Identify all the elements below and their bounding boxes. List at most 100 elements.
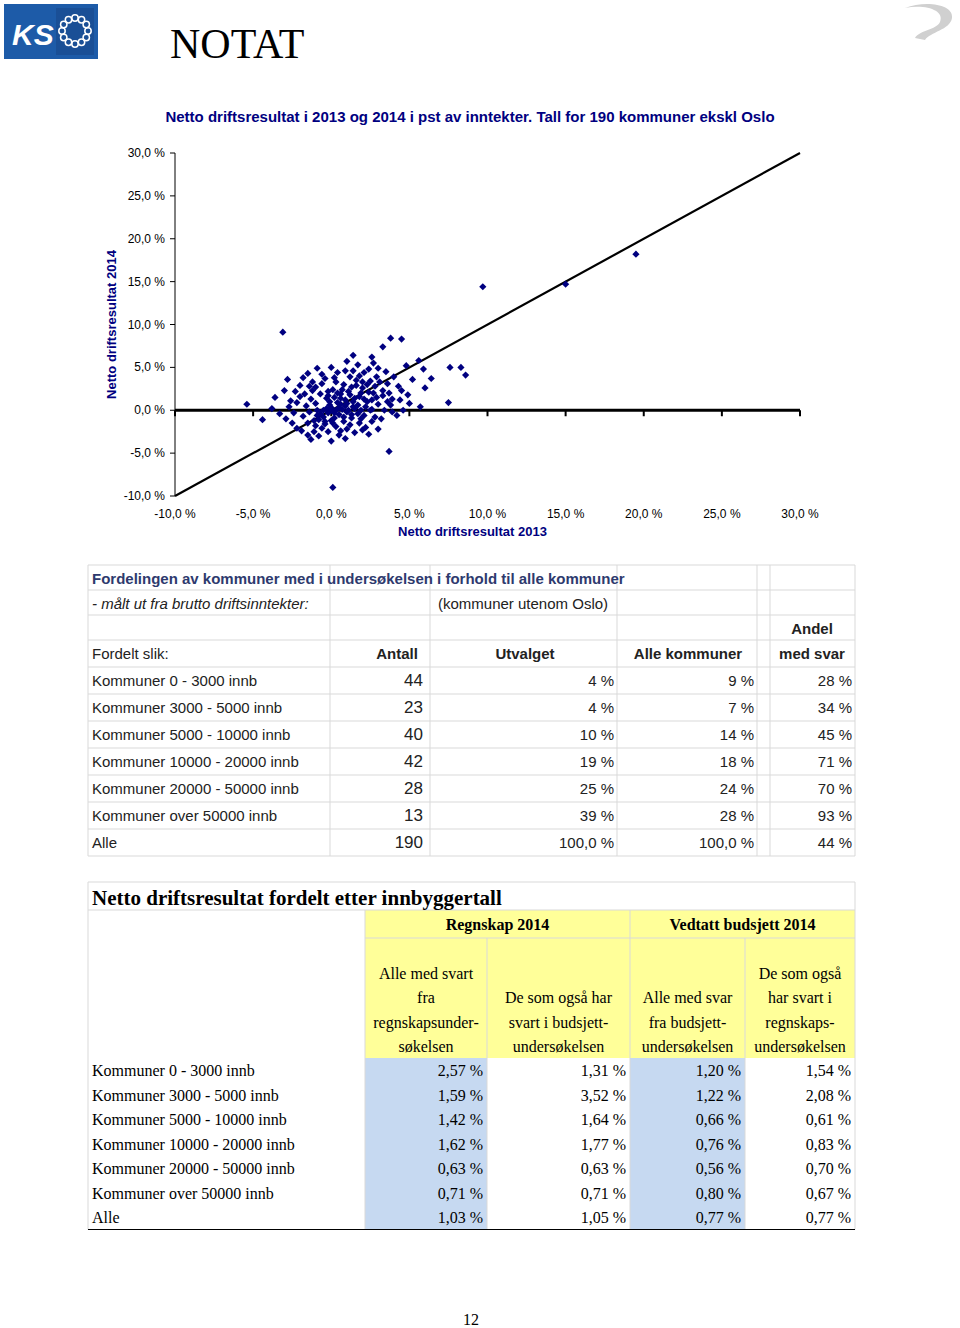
- scatter-point: [351, 395, 358, 402]
- table-rule: [88, 640, 855, 641]
- scatter-point: [370, 359, 377, 366]
- y-tick: [170, 496, 175, 497]
- column-header: fra budsjett-: [649, 1014, 727, 1032]
- scatter-point: [378, 415, 385, 422]
- y-tick: [170, 281, 175, 282]
- column-header: undersøkelsen: [754, 1038, 846, 1055]
- scatter-point: [385, 448, 392, 455]
- logo-chain-link: [78, 39, 84, 45]
- table-rule: [330, 565, 331, 856]
- table-cell: 24 %: [720, 780, 754, 797]
- scatter-point: [420, 365, 427, 372]
- scatter-point: [243, 401, 250, 408]
- scatter-point: [375, 426, 382, 433]
- column-header: Utvalget: [495, 645, 554, 662]
- table-rule: [88, 615, 855, 616]
- scatter-point: [300, 374, 307, 381]
- scatter-point: [314, 365, 321, 372]
- x-tick: [487, 410, 489, 416]
- table-cell: Kommuner 3000 - 5000 innb: [92, 1087, 279, 1104]
- scatter-point: [332, 378, 339, 385]
- table-cell: 70 %: [818, 780, 852, 797]
- scatter-point: [384, 398, 391, 405]
- scatter-point: [350, 367, 357, 374]
- scatter-point: [284, 376, 291, 383]
- scatter-point: [300, 413, 307, 420]
- scatter-point: [310, 428, 317, 435]
- table-cell: Kommuner over 50000 innb: [92, 807, 277, 824]
- scatter-point: [328, 364, 335, 371]
- scatter-point: [343, 358, 350, 365]
- scatter-point: [428, 375, 435, 382]
- scatter-point: [304, 370, 311, 377]
- scatter-point: [292, 388, 299, 395]
- y-tick-label: 25,0 %: [128, 189, 166, 203]
- table-cell: Kommuner 3000 - 5000 innb: [92, 699, 282, 716]
- table-cell: Kommuner 5000 - 10000 innb: [92, 1111, 287, 1128]
- table-cell: 34 %: [818, 699, 852, 716]
- x-tick-label: -5,0 %: [236, 507, 271, 521]
- x-tick-label: 30,0 %: [781, 507, 819, 521]
- x-tick: [643, 410, 645, 416]
- scatter-point: [384, 380, 391, 387]
- scatter-point: [375, 401, 382, 408]
- table-cell: 1,64 %: [581, 1111, 626, 1128]
- scatter-point: [376, 378, 383, 385]
- scatter-point: [318, 425, 325, 432]
- logo-chain-link: [85, 28, 91, 34]
- table-cell: Kommuner 10000 - 20000 innb: [92, 753, 299, 770]
- table-cell: 0,77 %: [806, 1209, 851, 1226]
- table-cell: 45 %: [818, 726, 852, 743]
- scatter-point: [268, 405, 275, 412]
- scatter-point: [325, 392, 332, 399]
- group-header: Vedtatt budsjett 2014: [669, 916, 815, 934]
- column-header: regnskapsunder-: [373, 1014, 478, 1032]
- logo-chain-link: [59, 28, 65, 34]
- table-cell: 0,67 %: [806, 1185, 851, 1202]
- scatter-point: [406, 400, 413, 407]
- table-rule: [88, 856, 855, 857]
- x-tick-label: -10,0 %: [154, 507, 196, 521]
- scatter-point: [325, 428, 332, 435]
- x-tick: [174, 410, 176, 416]
- column-header: søkelsen: [398, 1038, 453, 1055]
- scatter-point: [328, 407, 335, 414]
- scatter-point: [289, 420, 296, 427]
- table-cell: 19 %: [580, 753, 614, 770]
- scatter-point: [367, 407, 374, 414]
- column-header: regnskaps-: [765, 1014, 834, 1032]
- table-rule: [855, 565, 856, 856]
- table-cell: 1,20 %: [696, 1062, 741, 1079]
- table-cell: 44 %: [818, 834, 852, 851]
- table-rule: [88, 721, 855, 722]
- scatter-point: [321, 418, 328, 425]
- scatter-point: [301, 390, 308, 397]
- table-cell: 0,71 %: [581, 1185, 626, 1202]
- column-header: undersøkelsen: [513, 1038, 605, 1055]
- scatter-point: [346, 421, 353, 428]
- scatter-point: [307, 436, 314, 443]
- logo-emblem-box: [56, 8, 94, 55]
- scatter-point: [293, 399, 300, 406]
- scatter-point: [445, 399, 452, 406]
- column-header: De som også: [759, 965, 842, 983]
- column-header: De som også har: [505, 989, 613, 1007]
- scatter-point: [304, 420, 311, 427]
- table-rule: [630, 910, 631, 1230]
- table-cell: 42: [404, 752, 423, 771]
- y-axis-label: Netto driftsresultat 2014: [104, 249, 119, 399]
- table-cell: Kommuner over 50000 innb: [92, 1185, 274, 1202]
- page-number: 12: [463, 1311, 479, 1328]
- table-rule: [757, 565, 758, 856]
- column-header: har svart i: [768, 989, 833, 1006]
- scatter-point: [329, 420, 336, 427]
- table-rule: [770, 565, 771, 856]
- scatter-point: [462, 371, 469, 378]
- scatter-point: [306, 408, 313, 415]
- scatter-point: [282, 415, 289, 422]
- group-header: Regnskap 2014: [446, 916, 550, 934]
- table-rule: [745, 938, 746, 1230]
- scatter-point: [415, 357, 422, 364]
- scatter-point: [315, 432, 322, 439]
- scatter-point: [303, 402, 310, 409]
